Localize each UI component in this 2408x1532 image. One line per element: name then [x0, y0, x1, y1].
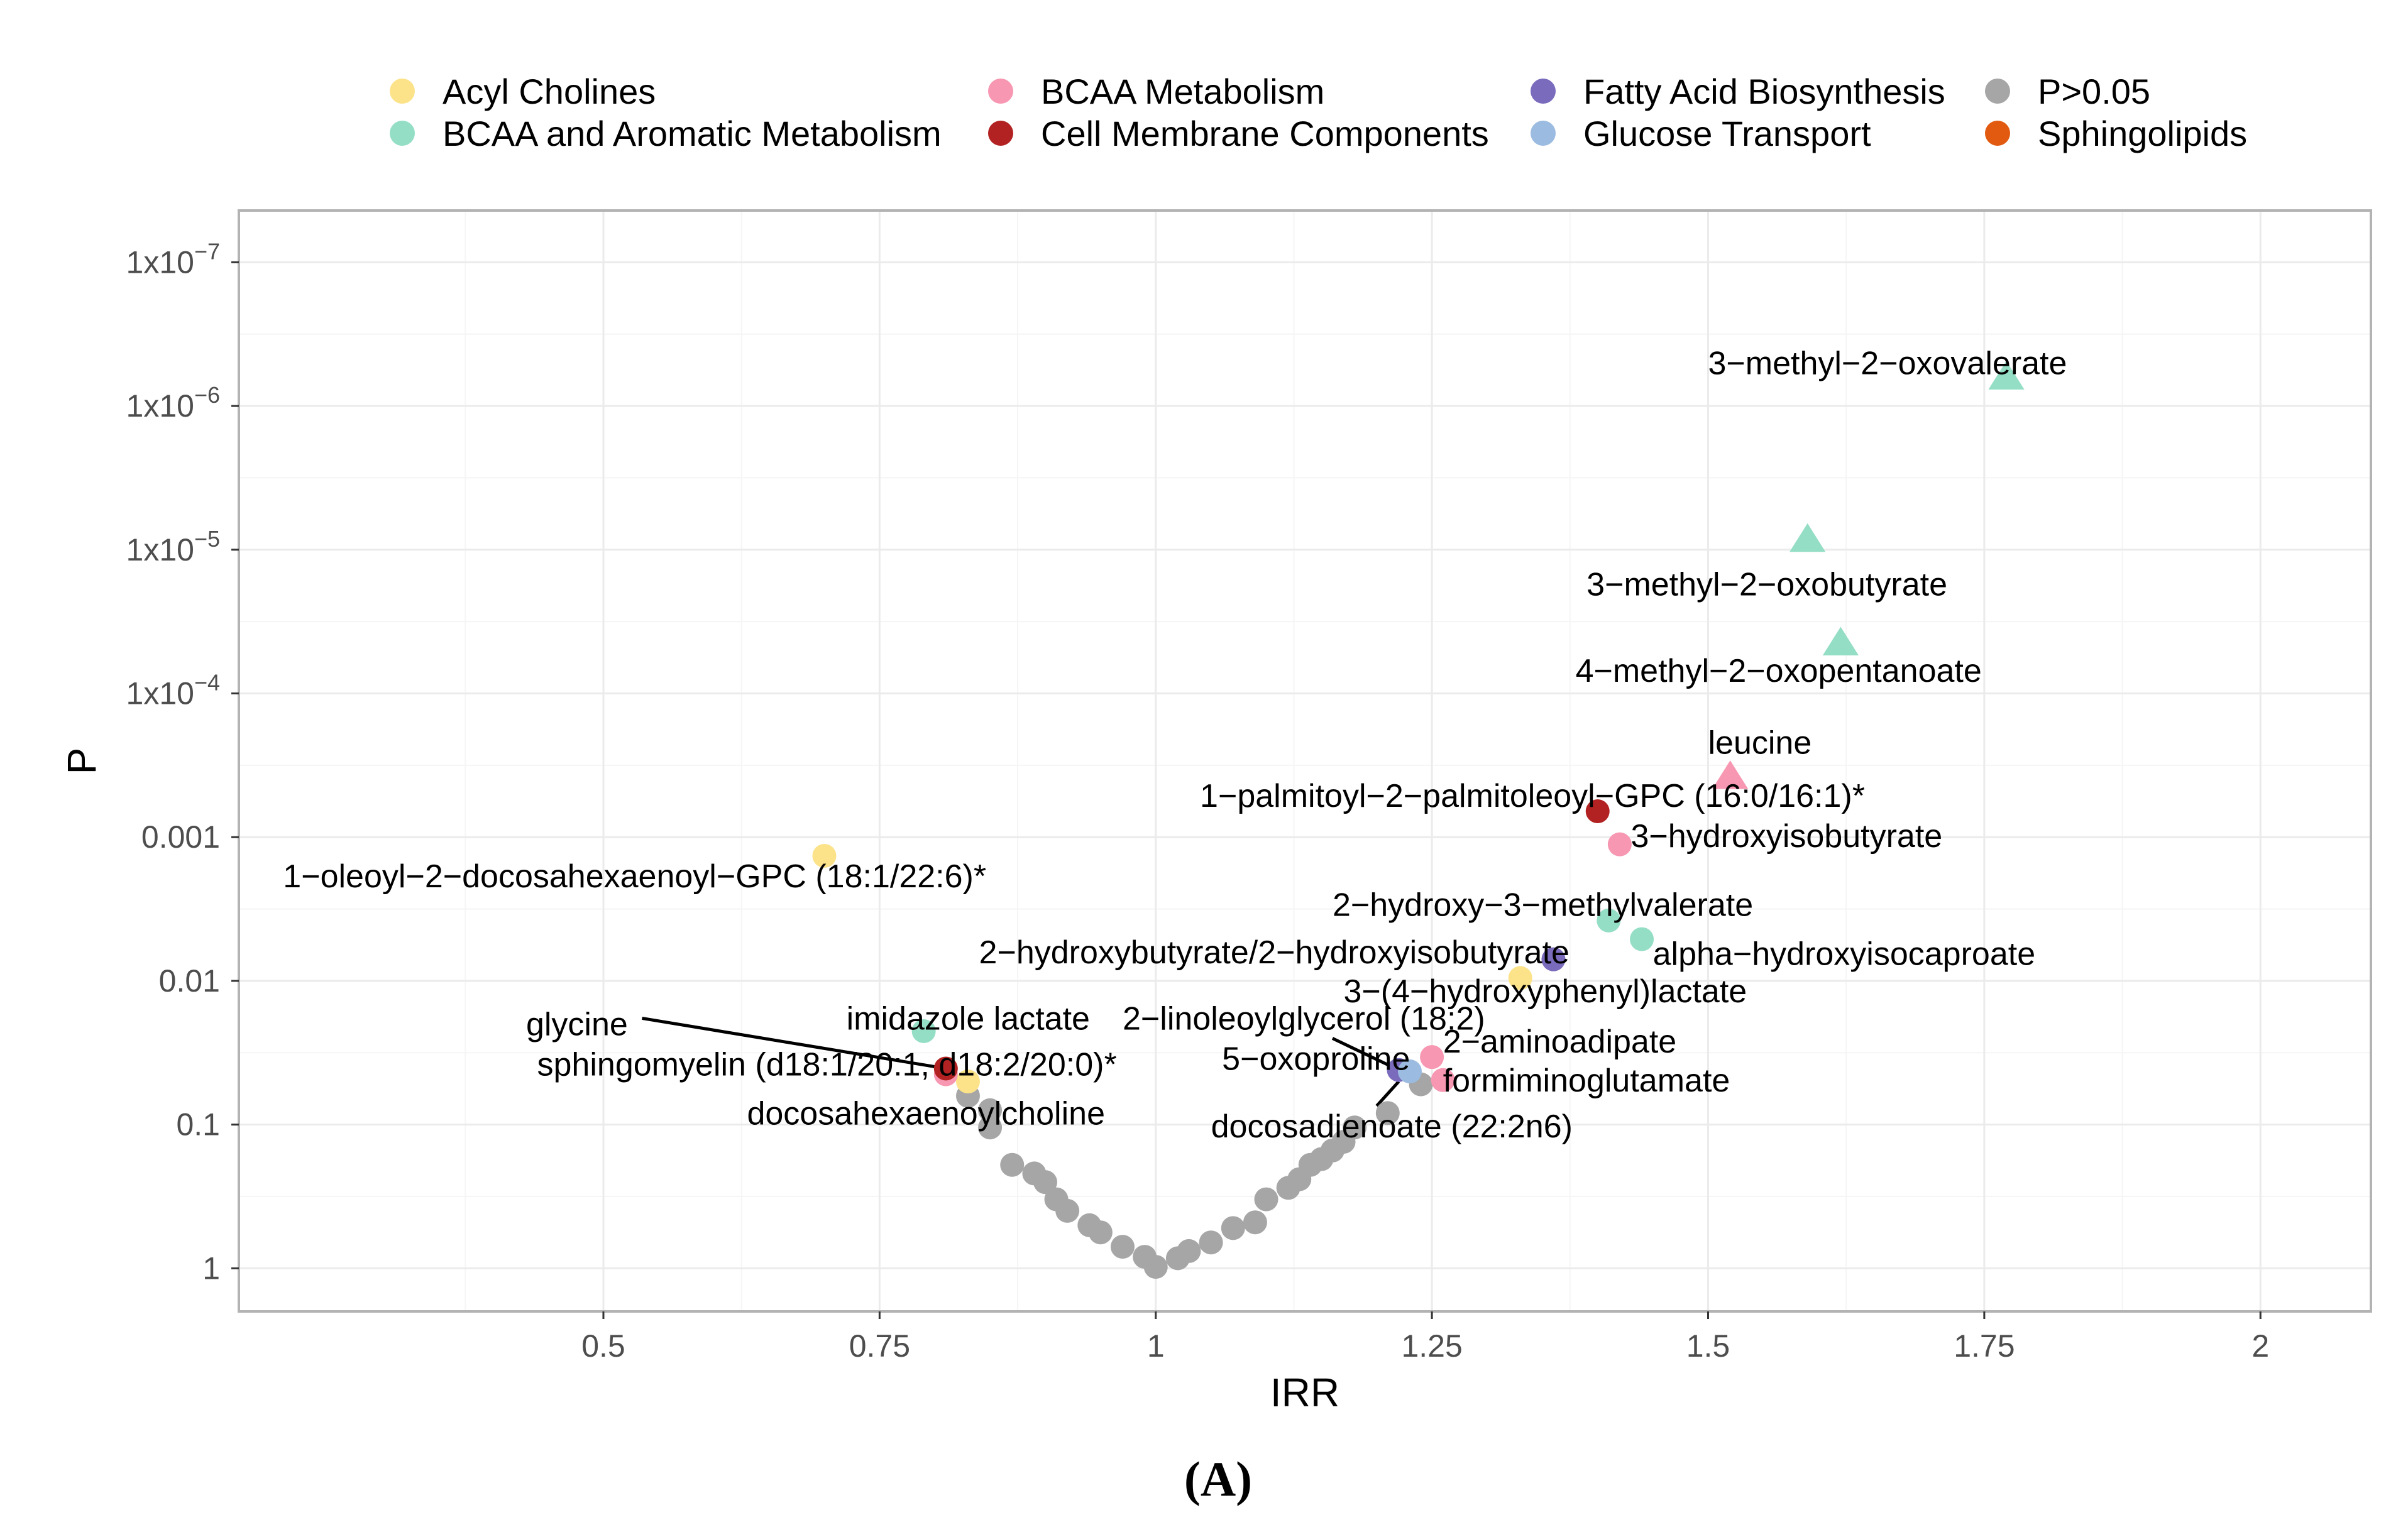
legend-label: Fatty Acid Biosynthesis [1583, 72, 1945, 111]
x-tick-label: 2 [2251, 1328, 2269, 1364]
point-label: glycine [526, 1007, 628, 1043]
data-point [1630, 927, 1654, 951]
point-label: 3−methyl−2−oxovalerate [1708, 345, 2067, 381]
y-tick-label: 1x10−6 [126, 382, 220, 424]
data-point [1585, 799, 1610, 824]
y-tick-label: 1x10−5 [126, 526, 220, 567]
point-label: 2−hydroxy−3−methylvalerate [1333, 887, 1753, 924]
point-label: 2−linoleoylglycerol (18:2) [1123, 1000, 1485, 1037]
y-tick-label: 0.01 [159, 963, 220, 999]
point-label: 5−oxoproline [1222, 1041, 1410, 1077]
legend-key [988, 79, 1013, 104]
legend-label: P>0.05 [2038, 72, 2150, 111]
data-point [1111, 1235, 1135, 1259]
data-point [1254, 1187, 1278, 1212]
data-point-triangle [1790, 523, 1826, 552]
data-point [1055, 1198, 1080, 1223]
x-tick-label: 1 [1147, 1328, 1165, 1364]
point-label: 1−palmitoyl−2−palmitoleoyl−GPC (16:0/16:… [1200, 778, 1865, 814]
x-tick-label: 0.5 [581, 1328, 625, 1364]
label-connector-line [1375, 1080, 1400, 1107]
point-label: docosahexaenoylcholine [747, 1095, 1105, 1132]
point-label: 2−aminoadipate [1443, 1024, 1677, 1060]
data-point [1420, 1045, 1444, 1070]
data-point [1343, 1115, 1367, 1140]
data-point-triangle [1712, 760, 1749, 789]
x-axis-title: IRR [1270, 1370, 1339, 1415]
legend-key [390, 79, 415, 104]
legend-label: Acyl Cholines [443, 72, 656, 111]
point-label: docosadienoate (22:2n6) [1211, 1108, 1573, 1145]
data-point [1221, 1216, 1245, 1240]
y-tick-label: 1x10−7 [126, 238, 220, 280]
data-point [1397, 1059, 1422, 1084]
y-tick-label: 1x10−4 [126, 670, 220, 711]
grid [239, 211, 2371, 1311]
legend-label: Sphingolipids [2038, 114, 2247, 153]
data-point [911, 1019, 936, 1043]
data-point [978, 1098, 1003, 1122]
data-point [1541, 947, 1566, 971]
data-points [812, 361, 2025, 1279]
x-tick-label: 1.5 [1686, 1328, 1730, 1364]
label-connector-line [642, 1016, 947, 1070]
legend-label: Glucose Transport [1583, 114, 1871, 153]
legend-key [1985, 121, 2010, 146]
data-point [1033, 1170, 1057, 1195]
point-label: 3−methyl−2−oxobutyrate [1586, 567, 1947, 603]
figure-caption: (A) [1184, 1452, 1252, 1506]
point-label: 3−hydroxyisobutyrate [1630, 818, 1942, 855]
data-point [1431, 1068, 1455, 1092]
point-label: 2−hydroxybutyrate/2−hydroxyisobutyrate [979, 934, 1570, 971]
y-axis-title: P [59, 748, 104, 775]
data-point [978, 1115, 1003, 1140]
point-label: sphingomyelin (d18:1/20:1, d18:2/20:0)* [537, 1047, 1117, 1083]
point-label: imidazole lactate [847, 1000, 1090, 1037]
point-label: 1−oleoyl−2−docosahexaenoyl−GPC (18:1/22:… [283, 858, 986, 895]
data-point-triangle [1822, 626, 1859, 655]
legend-key [1985, 79, 2010, 104]
x-tick-label: 1.75 [1954, 1328, 2015, 1364]
point-label: alpha−hydroxyisocaproate [1653, 936, 2036, 972]
x-tick-label: 0.75 [849, 1328, 910, 1364]
data-point [1607, 832, 1632, 856]
legend-key [390, 121, 415, 146]
plot-panel-border [238, 209, 2372, 1313]
point-label: 3−(4−hydroxyphenyl)lactate [1344, 973, 1747, 1010]
data-point [1000, 1152, 1025, 1177]
label-connectors [642, 1016, 1400, 1107]
legend-key [1531, 79, 1556, 104]
legend-label: BCAA and Aromatic Metabolism [443, 114, 942, 153]
y-tick-label: 1 [202, 1250, 220, 1286]
data-point [1088, 1220, 1113, 1245]
data-point [1508, 966, 1532, 990]
point-label: leucine [1708, 725, 1811, 761]
point-labels: 3−methyl−2−oxovalerate 3−methyl−2−oxobuty… [283, 345, 2067, 1145]
data-point [1597, 908, 1621, 933]
data-point [812, 843, 837, 868]
legend-key [988, 121, 1013, 146]
data-point [1177, 1239, 1201, 1263]
data-point [1243, 1210, 1267, 1235]
data-point-triangle [1988, 361, 2025, 390]
point-label: formiminoglutamate [1443, 1063, 1730, 1099]
data-point [1375, 1101, 1400, 1125]
point-label: 4−methyl−2−oxopentanoate [1576, 653, 1982, 689]
x-tick-label: 1.25 [1401, 1328, 1462, 1364]
y-tick-label: 0.1 [176, 1107, 220, 1142]
label-connector-line [1331, 1037, 1400, 1072]
plot-panel [239, 211, 2371, 1311]
data-point [1199, 1230, 1223, 1255]
data-point [1143, 1255, 1168, 1279]
axis-ticks: 0.5 0.75 1 1.25 1.5 1.75 2 1 0.1 0.01 0.001 1x10−4 1… [126, 238, 2270, 1364]
legend-label: Cell Membrane Components [1041, 114, 1489, 153]
legend-label: BCAA Metabolism [1041, 72, 1324, 111]
data-point [955, 1070, 980, 1094]
legend-key [1531, 121, 1556, 146]
data-point [933, 1056, 958, 1081]
y-tick-label: 0.001 [141, 819, 220, 855]
